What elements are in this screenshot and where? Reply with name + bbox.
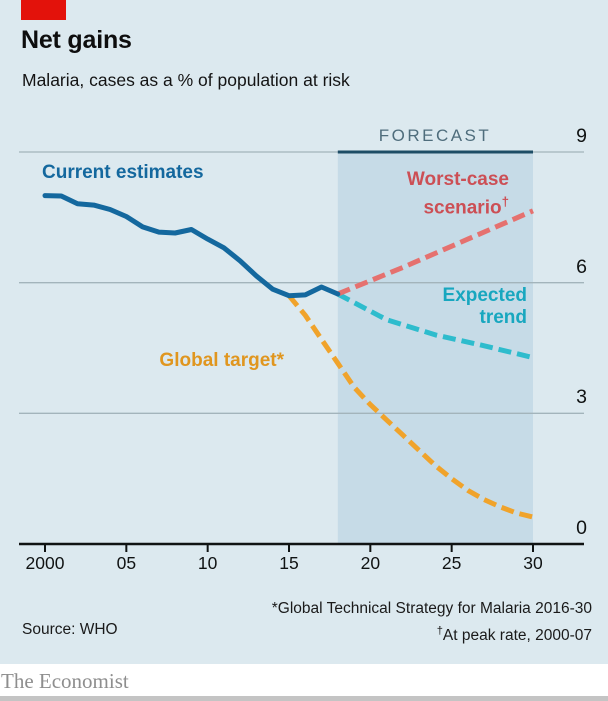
series-line-current-estimates (42, 193, 341, 299)
x-tick-label: 15 (279, 553, 299, 573)
y-tick-label: 6 (576, 255, 587, 278)
worst-case-line2: scenario (423, 197, 502, 219)
axis-group (19, 542, 584, 552)
gridline-group (19, 150, 584, 414)
dagger-symbol: † (501, 194, 509, 209)
footnote-dagger-symbol: † (436, 625, 443, 637)
x-tick-label: 10 (197, 553, 218, 573)
chart-plot (19, 150, 584, 552)
expected-trend-line1: Expected (442, 285, 527, 306)
series-line-expected-trend (336, 291, 534, 361)
x-tick-label: 30 (523, 553, 543, 573)
series-label-global-target: Global target* (159, 350, 284, 371)
series-label-worst-case: Worst-case scenario† (289, 169, 509, 219)
x-tick-label: 2000 (25, 553, 65, 573)
footnote-asterisk: *Global Technical Strategy for Malaria 2… (271, 600, 592, 617)
footnote-dagger-text: At peak rate, 2000-07 (442, 627, 592, 645)
chart-subtitle: Malaria, cases as a % of population at r… (22, 70, 350, 90)
economist-wordmark: The Economist (1, 669, 129, 693)
series-label-expected-trend: Expected trend (307, 285, 527, 329)
series-line-global-target- (287, 294, 534, 520)
y-tick-label: 0 (576, 517, 587, 539)
expected-trend-line2: trend (479, 307, 528, 328)
x-tick-label: 20 (360, 553, 381, 573)
chart-title: Net gains (21, 26, 132, 54)
x-tick-label: 05 (116, 553, 137, 573)
chart-card: Net gains Malaria, cases as a % of popul… (0, 0, 608, 664)
worst-case-line1: Worst-case (406, 169, 509, 190)
bottom-divider (0, 696, 608, 701)
economist-red-tag (21, 0, 66, 20)
y-tick-label: 9 (576, 124, 587, 147)
forecast-band-label: FORECAST (378, 126, 492, 145)
source-credit: Source: WHO (22, 621, 118, 638)
series-label-current-estimates: Current estimates (42, 162, 204, 183)
series-line-worst-case-scenario- (336, 208, 534, 297)
footnotes: *Global Technical Strategy for Malaria 2… (272, 598, 592, 647)
y-tick-label: 3 (576, 386, 587, 409)
series-group (42, 193, 534, 520)
x-tick-label: 25 (441, 553, 462, 573)
